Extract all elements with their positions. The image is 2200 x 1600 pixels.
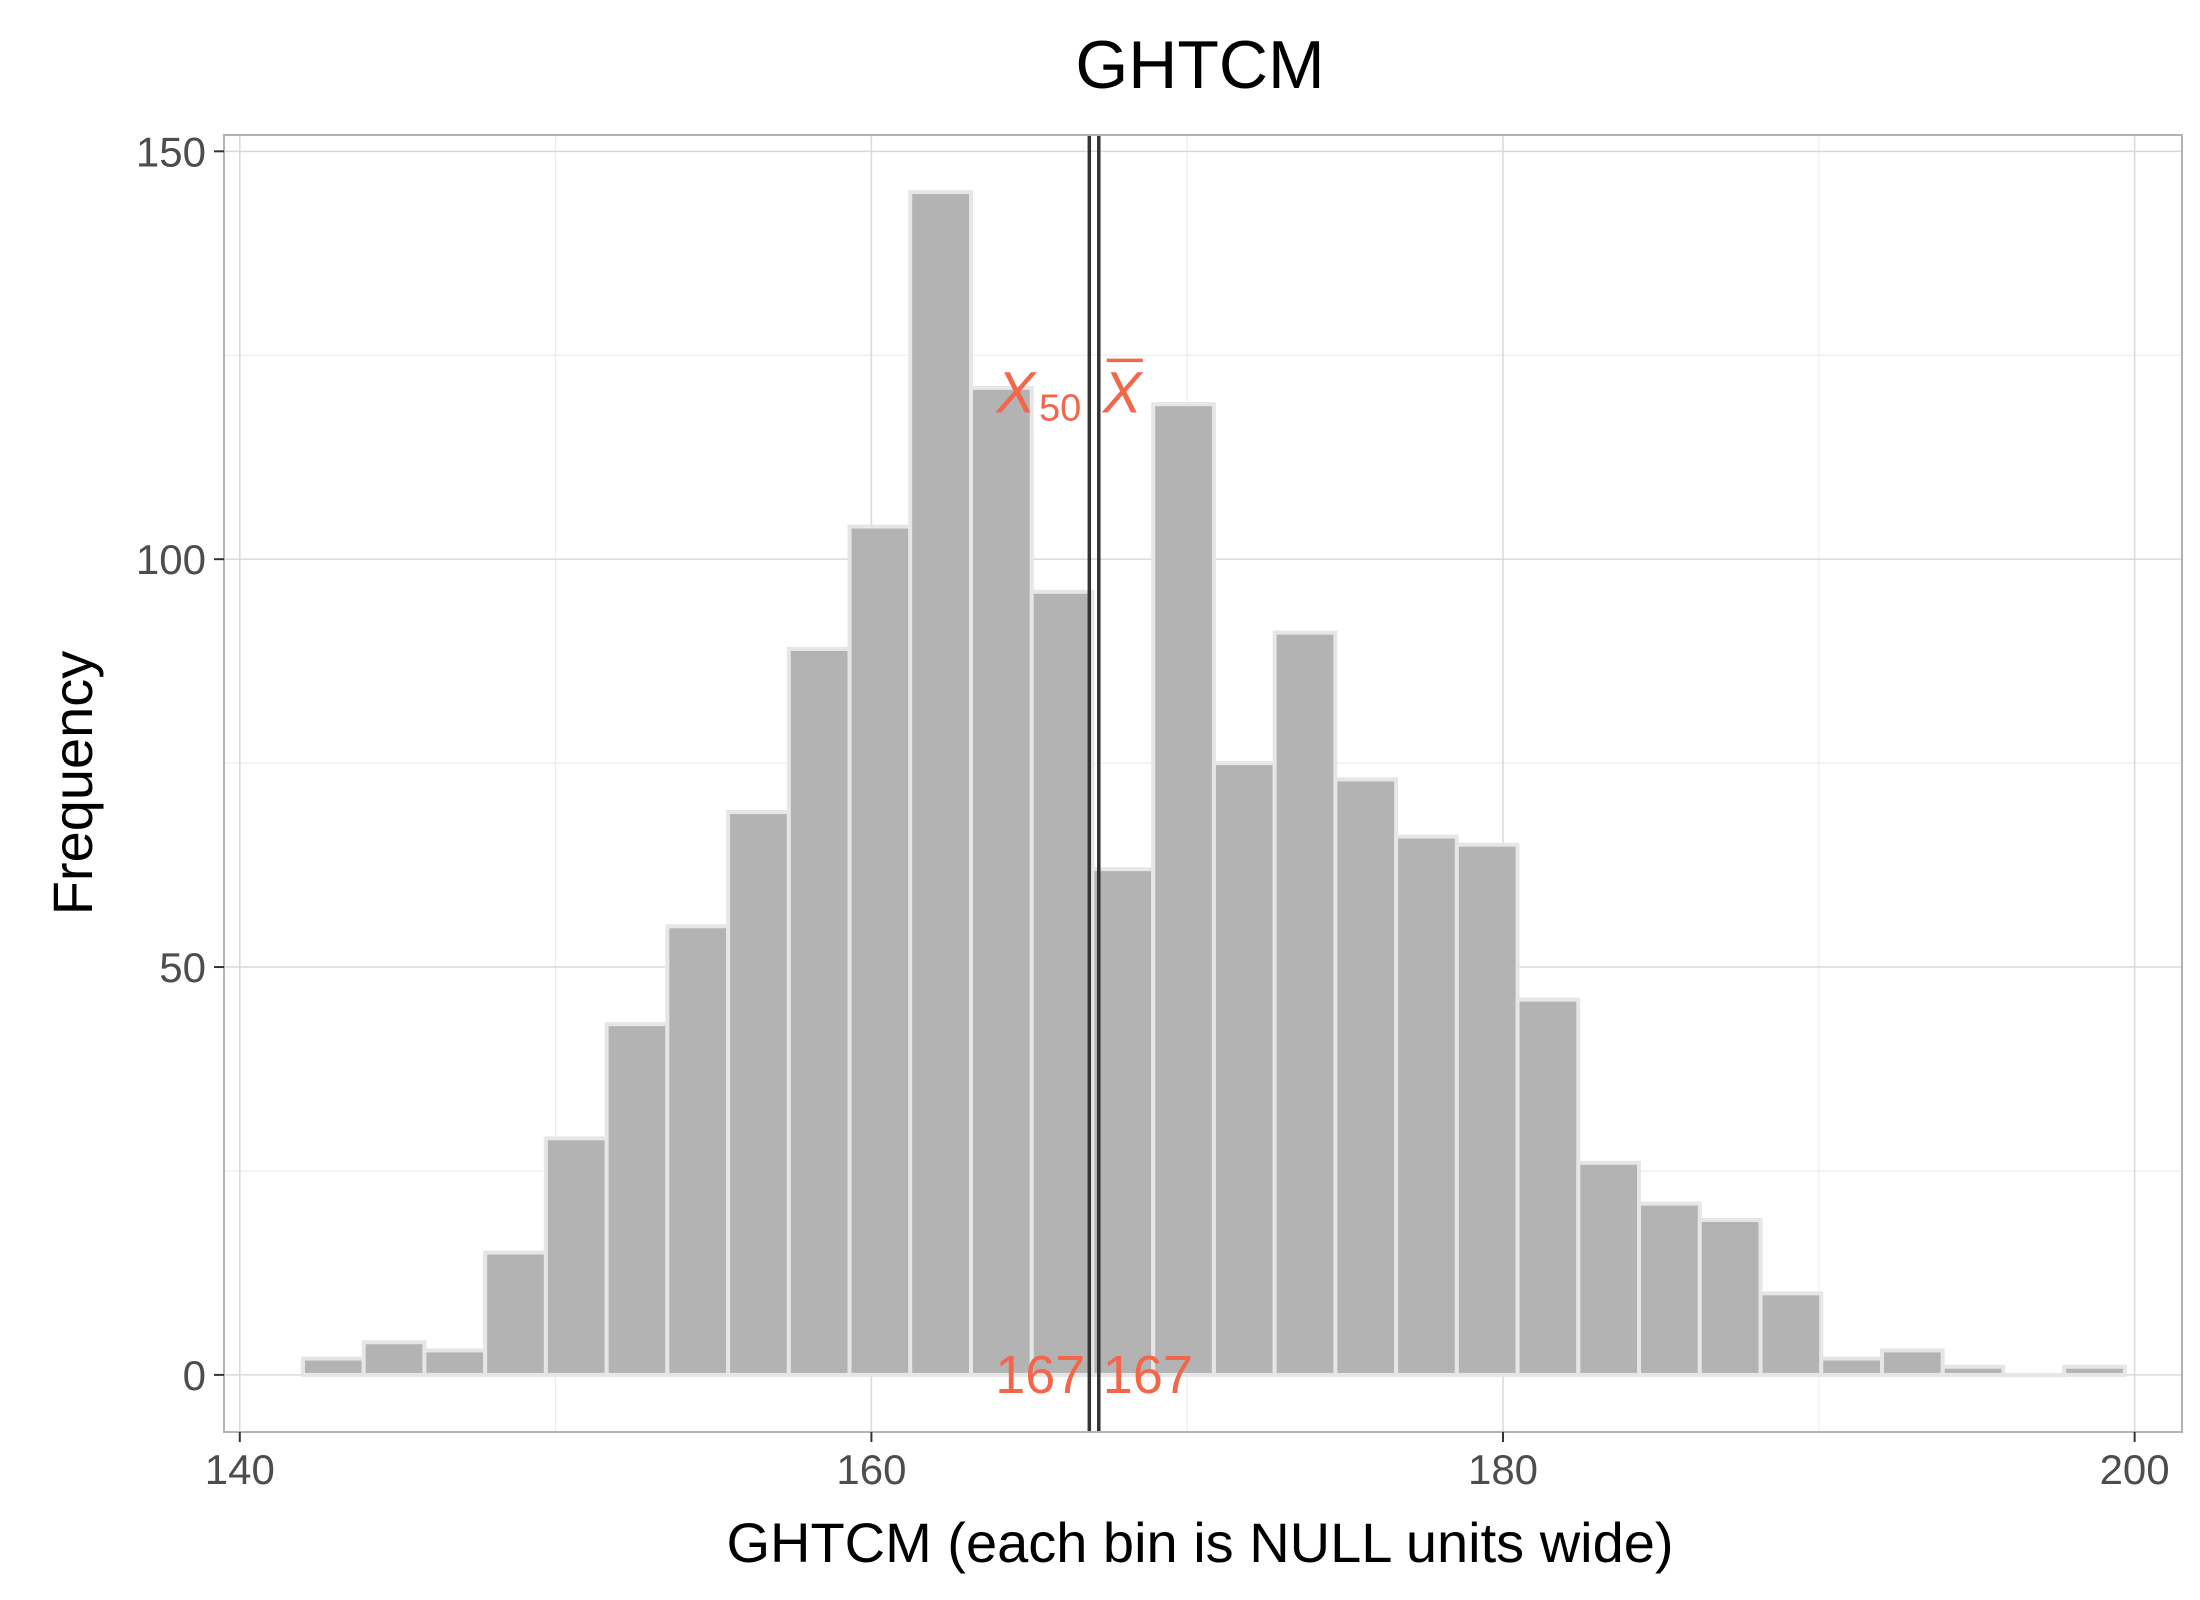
histogram-bar [969, 385, 1034, 1377]
x-tick-label: 140 [205, 1446, 275, 1493]
histogram-bar [483, 1250, 548, 1377]
histogram-bar [1454, 842, 1520, 1377]
reference-annotations: X 50 X 167 167 [994, 358, 1193, 1405]
histogram-bar [300, 1356, 366, 1377]
x-tick-label: 160 [836, 1446, 906, 1493]
histogram-bar [1819, 1356, 1884, 1377]
x-tick-label: 180 [1468, 1446, 1538, 1493]
histogram-bar [908, 190, 974, 1377]
chart-title: GHTCM [1075, 27, 1324, 103]
histogram-bar [2062, 1364, 2127, 1377]
histogram-bar [361, 1340, 427, 1377]
histogram-bar [1090, 867, 1156, 1377]
x-axis-title: GHTCM (each bin is NULL units wide) [726, 1511, 1673, 1574]
median-value-label: 167 [995, 1345, 1085, 1405]
y-tick-label: 100 [136, 536, 206, 583]
histogram-bar [665, 924, 731, 1377]
histogram-bar [604, 1022, 670, 1377]
y-axis-ticks: 0 50 100 150 [136, 128, 224, 1399]
histogram-bar [786, 646, 852, 1377]
histogram-bar [1333, 777, 1399, 1377]
panel-border [223, 134, 2183, 1433]
histogram-bar [847, 524, 913, 1377]
histogram-bar [543, 1136, 609, 1377]
histogram-bar [726, 810, 791, 1377]
median-symbol: X 50 [994, 360, 1081, 429]
histogram-bar [1697, 1217, 1763, 1377]
histogram-bar [1394, 834, 1459, 1377]
histogram-bar [1637, 1201, 1702, 1377]
histogram-bar [2001, 1372, 2067, 1378]
y-tick-label: 0 [183, 1352, 206, 1399]
histogram-bar [1029, 589, 1095, 1377]
reference-lines [1087, 135, 1101, 1432]
y-tick-label: 150 [136, 128, 206, 175]
mean-value-label: 167 [1103, 1345, 1193, 1405]
x-tick-label: 200 [2100, 1446, 2170, 1493]
y-tick-label: 50 [159, 944, 206, 991]
y-axis-title: Frequency [41, 651, 104, 916]
histogram-bar [1272, 630, 1338, 1377]
mean-symbol: X [1101, 360, 1144, 425]
histogram-bar [1879, 1348, 1945, 1377]
histogram-bar [422, 1348, 488, 1377]
histogram-bar [1515, 997, 1581, 1377]
histogram-bar [1758, 1291, 1824, 1377]
x-axis-ticks: 140 160 180 200 [205, 1432, 2170, 1493]
histogram-bar [1211, 761, 1277, 1377]
histogram-bar [1576, 1160, 1642, 1377]
histogram-bar [1940, 1364, 2006, 1377]
histogram-bars [300, 190, 2127, 1378]
histogram-bar [1151, 402, 1216, 1377]
